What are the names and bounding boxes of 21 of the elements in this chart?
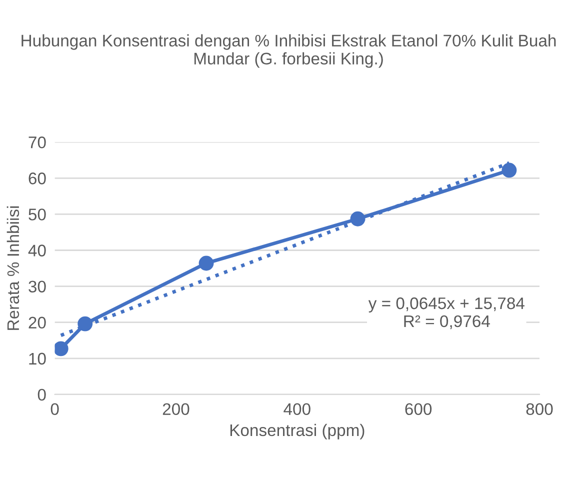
x-tick-label: 0 xyxy=(50,403,59,416)
y-axis-title: Rerata % Inhbiisi xyxy=(6,206,20,330)
y-tick-label: 40 xyxy=(28,244,46,256)
x-axis-title: Konsentrasi (ppm) xyxy=(230,424,364,440)
point xyxy=(54,341,68,356)
annotation: R² = 0,9764 xyxy=(404,315,490,330)
x-tick-label: 200 xyxy=(162,403,190,416)
x-tick-label: 800 xyxy=(526,403,553,416)
point xyxy=(198,256,214,271)
point xyxy=(502,162,517,178)
x-tick-label: 600 xyxy=(405,403,432,416)
y-tick-label: 30 xyxy=(28,280,46,293)
y-tick-label: 50 xyxy=(28,208,46,220)
annotation: y = 0,0645x + 15,784 xyxy=(368,297,524,312)
chart-title: Hubungan Konsentrasi dengan % Inhibisi Ekstrak Etanol 70% Kulit Buah Mundar (G. forbesii King.) xyxy=(22,34,556,68)
y-tick-label: 10 xyxy=(29,352,46,365)
x-tick-label: 400 xyxy=(284,403,310,416)
y-tick-label: 70 xyxy=(28,136,46,148)
y-tick-label: 20 xyxy=(28,316,46,329)
y-tick-label: 0 xyxy=(38,388,46,401)
y-tick-label: 60 xyxy=(28,172,46,184)
